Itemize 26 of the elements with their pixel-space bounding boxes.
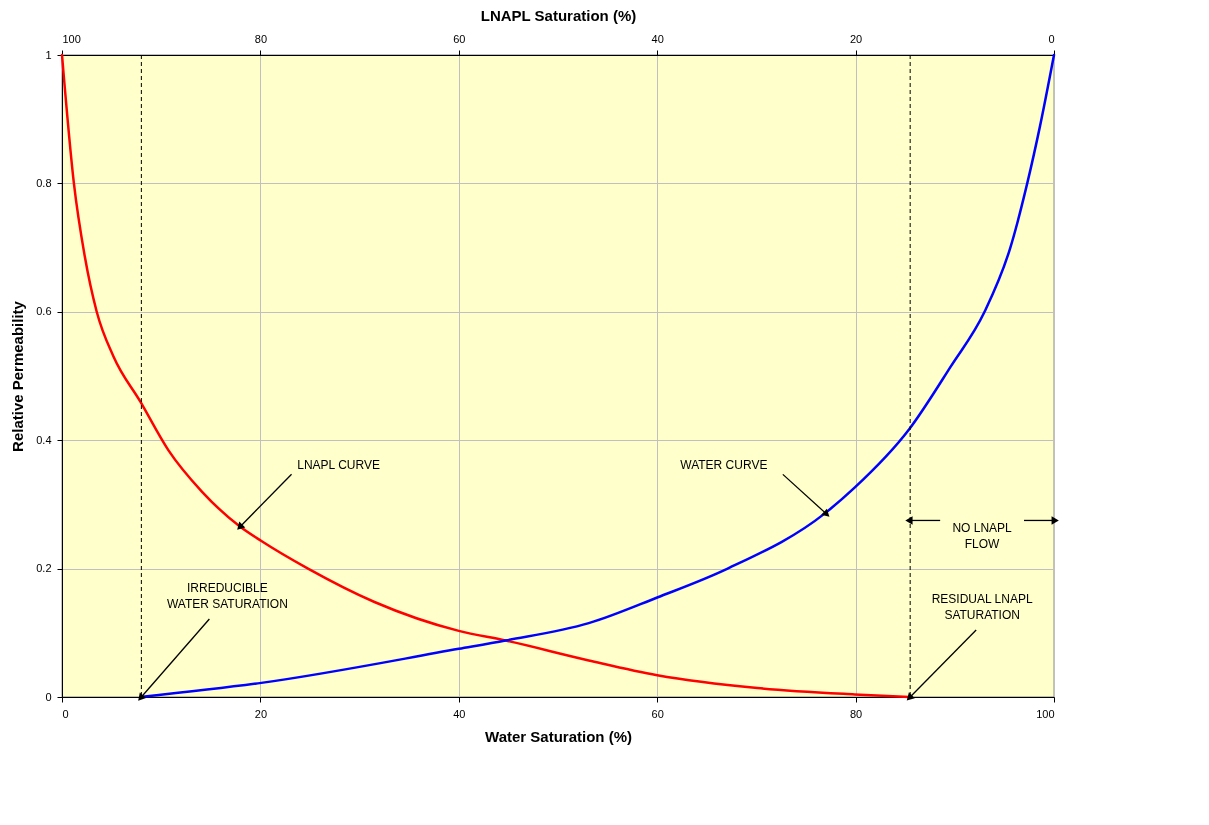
annotation: NO LNAPL FLOW	[952, 521, 1013, 552]
x-tick-label: 20	[254, 707, 268, 720]
y-axis-title: Relative Permeability	[9, 300, 27, 452]
y-tick-label: 0.2	[36, 562, 52, 575]
y-tick-label: 1	[45, 48, 52, 61]
x2-tick-label: 60	[453, 32, 466, 45]
x2-axis-title: LNAPL Saturation (%)	[480, 6, 637, 24]
x-tick-label: 80	[849, 707, 863, 720]
x-tick-label: 40	[453, 707, 466, 720]
x-tick-label: 100	[1036, 707, 1055, 720]
x2-tick-label: 80	[254, 32, 268, 45]
x2-tick-label: 0	[1048, 32, 1055, 45]
x2-tick-label: 40	[651, 32, 664, 45]
x2-tick-label: 20	[849, 32, 863, 45]
annotation: LNAPL CURVE	[297, 458, 380, 473]
x-tick-label: 60	[651, 707, 664, 720]
y-tick-label: 0.8	[36, 176, 52, 189]
y-tick-label: 0	[45, 690, 52, 703]
annotation: IRREDUCIBLE WATER SATURATION	[166, 581, 288, 611]
annotation: RESIDUAL LNAPL SATURATION	[931, 592, 1033, 622]
x-axis-title: Water Saturation (%)	[485, 727, 632, 745]
annotation: WATER CURVE	[680, 458, 768, 473]
x2-tick-label: 100	[62, 32, 81, 45]
y-tick-label: 0.6	[36, 305, 52, 318]
x-tick-label: 0	[62, 707, 69, 720]
y-tick-label: 0.4	[36, 433, 52, 446]
